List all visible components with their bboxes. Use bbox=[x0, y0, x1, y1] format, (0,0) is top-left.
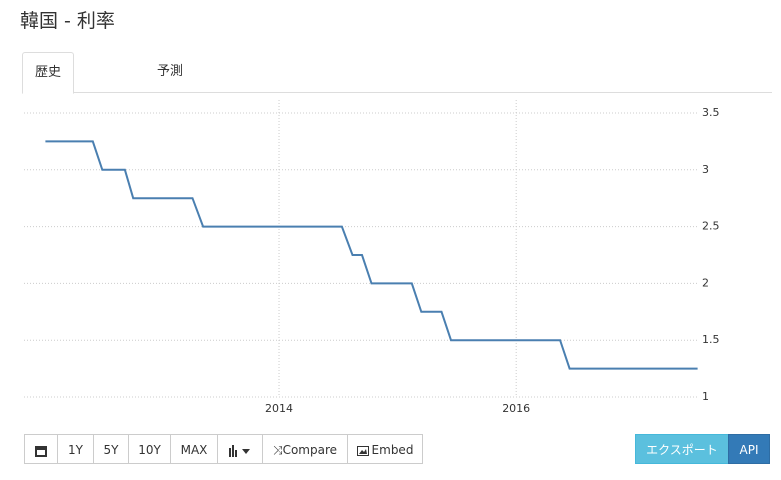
tab[interactable]: 歴史 bbox=[22, 52, 74, 94]
range-button[interactable]: 5Y bbox=[93, 434, 129, 464]
range-button[interactable]: MAX bbox=[170, 434, 218, 464]
compare-icon: ⤨ bbox=[272, 443, 283, 457]
y-tick-label: 3 bbox=[702, 163, 709, 176]
embed-icon bbox=[356, 445, 369, 456]
x-tick-label: 2016 bbox=[502, 402, 530, 415]
api-button[interactable]: API bbox=[728, 434, 770, 464]
x-tick-label: 2014 bbox=[265, 402, 293, 415]
range-button[interactable]: 1Y bbox=[57, 434, 94, 464]
y-tick-label: 1.5 bbox=[702, 333, 720, 346]
calendar-button[interactable] bbox=[24, 434, 58, 464]
y-tick-label: 2.5 bbox=[702, 220, 720, 233]
button-label: Compare bbox=[282, 443, 338, 457]
page-title: 韓国 - 利率 bbox=[20, 10, 115, 32]
panel bbox=[22, 92, 772, 473]
tab[interactable]: 予測 bbox=[156, 64, 183, 79]
data-line bbox=[45, 140, 698, 370]
chart-type-button[interactable] bbox=[217, 434, 263, 464]
export-button[interactable]: エクスポート bbox=[635, 434, 729, 464]
chart-type-icon bbox=[229, 444, 250, 457]
y-tick-label: 2 bbox=[702, 276, 709, 289]
y-tick-label: 1 bbox=[702, 390, 709, 403]
compare-button[interactable]: ⤨Compare bbox=[262, 434, 348, 464]
calendar-icon bbox=[35, 445, 47, 457]
embed-button[interactable]: Embed bbox=[347, 434, 423, 464]
range-button[interactable]: 10Y bbox=[128, 434, 171, 464]
y-tick-label: 3.5 bbox=[702, 106, 720, 119]
button-label: Embed bbox=[371, 443, 414, 457]
